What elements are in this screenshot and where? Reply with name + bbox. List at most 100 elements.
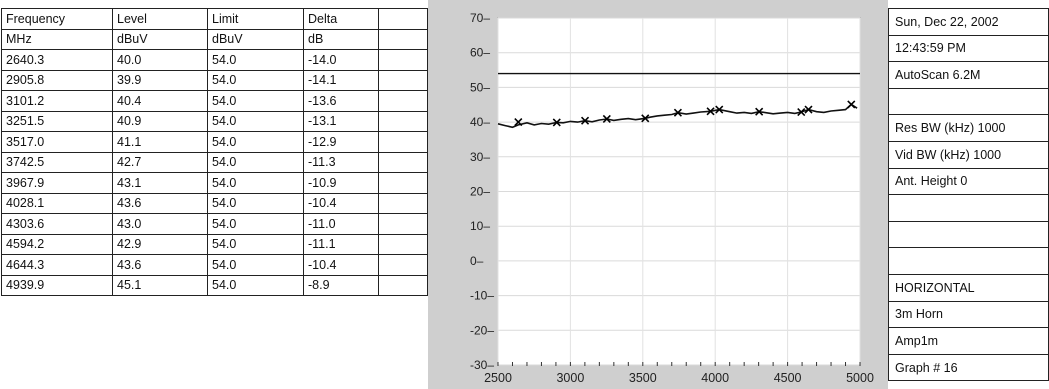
info-row: AutoScan 6.2M [888,61,1049,89]
info-cell: 12:43:59 PM [888,34,1049,63]
peak-marker [641,114,650,123]
data-cell: 40.0 [112,49,208,71]
x-tick-label: 5000 [846,371,874,385]
data-cell: -12.9 [303,131,379,153]
data-cell: 39.9 [112,69,208,91]
table-row: 3251.5 40.9 54.0 -13.1 [1,110,428,132]
info-row: HORIZONTAL [888,273,1049,302]
unit-cell: dBuV [207,28,304,50]
table-row: 3517.0 41.1 54.0 -12.9 [1,131,428,153]
table-row: 3101.2 40.4 54.0 -13.6 [1,90,428,112]
data-cell: 54.0 [207,213,304,235]
table-row: 4594.2 42.9 54.0 -11.1 [1,233,428,255]
scan-info-panel: Sun, Dec 22, 2002 12:43:59 PM AutoScan 6.2… [888,8,1049,382]
peak-marker [706,107,715,116]
data-cell [378,131,428,153]
peak-marker [514,118,523,127]
data-cell: -13.1 [303,110,379,132]
data-cell: -13.6 [303,90,379,112]
data-cell: -10.4 [303,192,379,214]
data-cell: 2905.8 [1,69,113,91]
info-cell: Amp1m [888,327,1049,355]
info-cell: Res BW (kHz) 1000 [888,114,1049,142]
header-cell [378,8,428,30]
table-row: 4939.9 45.1 54.0 -8.9 [1,274,428,296]
info-row: Ant. Height 0 [888,167,1049,196]
data-cell: 43.6 [112,254,208,276]
data-cell: 54.0 [207,131,304,153]
info-row: Vid BW (kHz) 1000 [888,140,1049,169]
data-cell: 3101.2 [1,90,113,112]
info-row [888,220,1049,249]
peak-marker [847,100,856,109]
x-tick-label: 4500 [774,371,802,385]
table-row: 4028.1 43.6 54.0 -10.4 [1,192,428,214]
info-cell [888,247,1049,275]
data-cell: 45.1 [112,274,208,296]
table-row: 2905.8 39.9 54.0 -14.1 [1,69,428,91]
data-cell: 54.0 [207,274,304,296]
data-cell [378,172,428,194]
data-cell [378,213,428,235]
data-cell: 4594.2 [1,233,113,255]
data-cell: 3251.5 [1,110,113,132]
y-tick-label: -10– [470,289,494,303]
data-cell: 3967.9 [1,172,113,194]
data-cell: 54.0 [207,172,304,194]
y-tick-label: -20– [470,323,494,337]
y-tick-label: 20– [470,185,490,199]
data-cell: -14.1 [303,69,379,91]
table-row: 3967.9 43.1 54.0 -10.9 [1,172,428,194]
x-tick-label: 3500 [629,371,657,385]
data-cell: 40.4 [112,90,208,112]
data-cell: 43.0 [112,213,208,235]
data-cell: 3517.0 [1,131,113,153]
spectrum-graph: 70– 60– 50– 40– 30– 20– 10– 0– -10– -20– -30– 2500 3… [428,0,888,389]
info-row: 3m Horn [888,300,1049,329]
data-cell: 54.0 [207,233,304,255]
data-cell [378,254,428,276]
unit-cell [378,28,428,50]
data-cell: 4644.3 [1,254,113,276]
y-tick-label: 70– [470,11,490,25]
info-cell: HORIZONTAL [888,273,1049,302]
data-cell [378,151,428,173]
info-cell: Graph # 16 [888,353,1049,382]
data-cell [378,192,428,214]
data-cell [378,49,428,71]
data-cell: -11.0 [303,213,379,235]
info-row: Sun, Dec 22, 2002 [888,8,1049,36]
info-cell: Ant. Height 0 [888,167,1049,196]
peak-marker [580,116,590,125]
y-tick-label: 40– [470,115,490,129]
data-cell: 54.0 [207,69,304,91]
data-cell: 42.9 [112,233,208,255]
unit-cell: MHz [1,28,113,50]
info-row [888,194,1049,222]
x-tick-label: 4000 [701,371,729,385]
spectrum-chart: 70– 60– 50– 40– 30– 20– 10– 0– -10– -20– -30–2500 3… [470,11,874,385]
y-tick-label: 60– [470,46,490,60]
data-cell [378,274,428,296]
header-cell: Frequency [1,8,113,30]
data-cell [378,110,428,132]
data-cell [378,90,428,112]
info-row: Amp1m [888,327,1049,355]
info-cell [888,87,1049,116]
data-cell: -11.3 [303,151,379,173]
table-row: 4303.6 43.0 54.0 -11.0 [1,213,428,235]
info-row: 12:43:59 PM [888,34,1049,63]
peak-marker [602,114,611,124]
data-cell: 42.7 [112,151,208,173]
info-cell [888,194,1049,222]
data-cell: -10.9 [303,172,379,194]
data-cell: -8.9 [303,274,379,296]
data-cell: 54.0 [207,90,304,112]
data-cell: 40.9 [112,110,208,132]
peak-marker [552,118,561,127]
header-cell: Delta [303,8,379,30]
data-cell: 43.6 [112,192,208,214]
peak-marker [715,105,724,114]
info-row [888,247,1049,275]
